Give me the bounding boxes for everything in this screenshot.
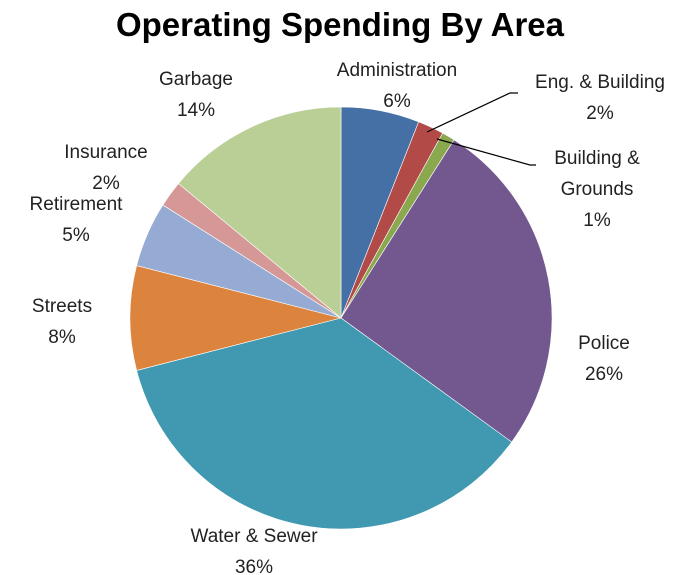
data-label-eng-building: Eng. & Building 2% [535, 72, 665, 124]
pie-slice-streets [129, 265, 342, 371]
leader-line [426, 92, 518, 133]
data-label-administration: Administration 6% [337, 60, 457, 112]
data-label-retirement: Retirement 5% [30, 194, 124, 246]
data-label-streets: Streets 8% [32, 296, 92, 348]
data-label-police: Police 26% [578, 333, 630, 385]
data-label-garbage: Garbage 14% [159, 69, 233, 121]
pie-slice-garbage [177, 106, 342, 319]
pie-slice-water-sewer [136, 317, 513, 530]
data-label-building-grounds: Building & Grounds 1% [554, 148, 640, 231]
chart-title: Operating Spending By Area [115, 6, 564, 43]
leader-line [436, 138, 536, 166]
data-label-insurance: Insurance 2% [64, 142, 147, 194]
pie-slice-police [340, 139, 553, 443]
data-label-water-sewer: Water & Sewer 36% [190, 526, 318, 575]
